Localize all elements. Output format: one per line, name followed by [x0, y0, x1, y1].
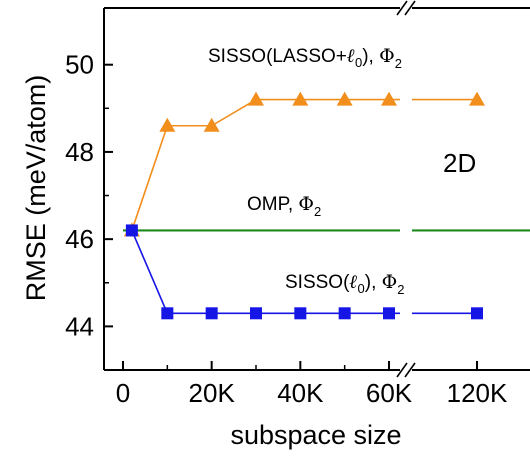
- data-point-square: [125, 224, 138, 237]
- series-layer: [123, 91, 530, 320]
- series-label-lasso: SISSO(LASSO+ℓ0), Φ2: [208, 45, 402, 71]
- y-axis-ticks: 44 46 48 50: [65, 50, 113, 341]
- y-tick-label: 48: [65, 137, 94, 167]
- x-tick-label: 0: [116, 378, 130, 408]
- data-point-triangle: [159, 117, 176, 132]
- break-slash-top-2: [404, 0, 416, 16]
- data-point-square: [383, 307, 395, 320]
- data-point-triangle: [381, 91, 397, 106]
- series-0: [123, 91, 485, 237]
- break-slash-top-1: [396, 0, 408, 16]
- data-point-triangle: [248, 91, 264, 106]
- series-2: [125, 224, 483, 320]
- data-point-square: [205, 307, 218, 320]
- data-point-triangle: [336, 91, 353, 106]
- x-tick-label: 120K: [447, 378, 508, 408]
- series-label-omp: OMP, Φ2: [247, 193, 321, 219]
- y-tick-label: 46: [65, 224, 94, 254]
- break-slash-bottom-1: [396, 362, 408, 378]
- x-tick-label: 20K: [189, 378, 236, 408]
- y-axis-title: RMSE (meV/atom): [21, 75, 51, 302]
- data-point-triangle: [292, 91, 309, 106]
- x-axis-ticks: 0 20K 40K 60K 120K: [116, 361, 508, 408]
- break-slash-bottom-2: [404, 362, 416, 378]
- x-tick-label: 60K: [366, 378, 413, 408]
- data-point-triangle: [469, 91, 485, 106]
- panel-label: 2D: [443, 148, 476, 178]
- axis-break-marks: [396, 0, 416, 378]
- data-point-square: [250, 307, 262, 320]
- data-point-square: [471, 307, 483, 320]
- series-line-2-0: [131, 230, 400, 315]
- y-tick-label: 50: [65, 50, 94, 80]
- data-point-square: [338, 307, 351, 320]
- plot-frame: [103, 7, 530, 371]
- data-point-square: [294, 307, 307, 320]
- series-line-0-0: [131, 98, 400, 231]
- data-point-square: [161, 307, 174, 320]
- data-point-triangle: [203, 117, 220, 132]
- x-axis-title: subspace size: [230, 420, 401, 450]
- x-tick-label: 40K: [277, 378, 324, 408]
- series-label-l0: SISSO(ℓ0), Φ2: [285, 271, 404, 297]
- y-tick-label: 44: [65, 311, 94, 341]
